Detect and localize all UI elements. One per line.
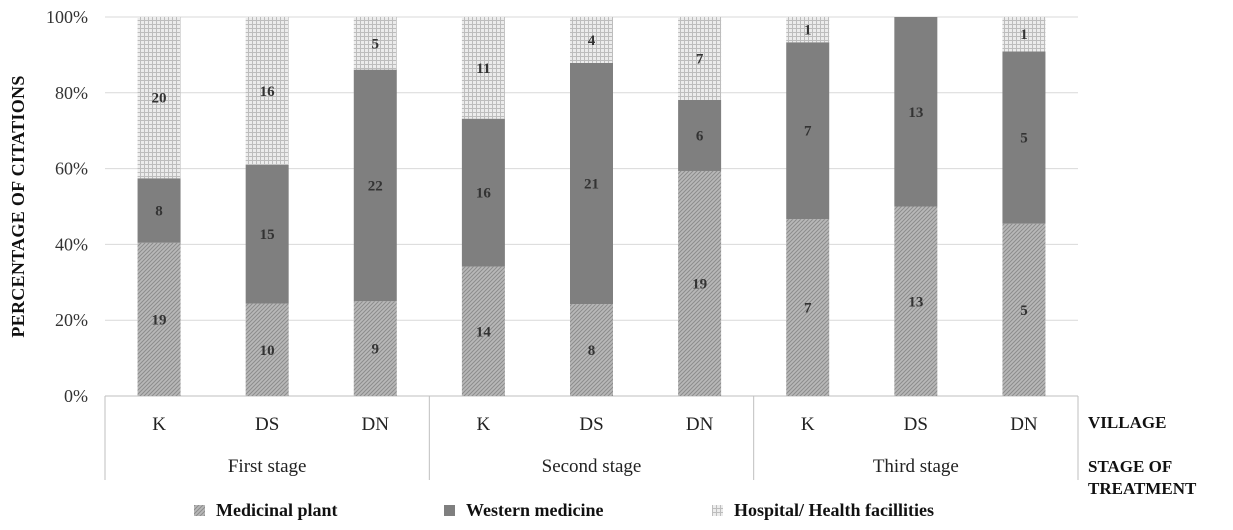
bar-value-label: 5	[372, 36, 380, 52]
group-label: Third stage	[873, 456, 959, 477]
bar-value-label: 4	[588, 33, 596, 49]
group-label: First stage	[228, 456, 307, 477]
bar-segment	[353, 69, 397, 302]
bar-segment	[786, 17, 830, 43]
bar-segment	[1002, 223, 1046, 396]
bar-segment	[461, 17, 505, 119]
legend-label: Hospital/ Health facillities	[734, 500, 934, 520]
bar-value-label: 1	[804, 23, 812, 39]
bar-segment	[786, 219, 830, 396]
legend-label: Medicinal plant	[216, 500, 338, 520]
group-label: Second stage	[542, 456, 642, 477]
bar-segment	[570, 17, 613, 63]
bar-segment	[1002, 17, 1046, 52]
category-label: DS	[904, 414, 928, 435]
y-tick-label: 0%	[64, 386, 88, 406]
bar-segment	[786, 42, 830, 220]
bar-value-label: 19	[692, 276, 707, 292]
bar-value-label: 7	[804, 124, 812, 140]
category-label: DS	[255, 414, 279, 435]
bar-value-label: 6	[696, 128, 704, 144]
legend-label: Western medicine	[466, 500, 603, 520]
y-tick-label: 60%	[55, 159, 88, 179]
bar-segment	[678, 17, 722, 100]
bar-value-label: 7	[804, 301, 812, 317]
bar-value-label: 20	[152, 91, 167, 107]
category-axis-title: VILLAGE	[1088, 413, 1166, 432]
bar-value-label: 8	[155, 204, 163, 220]
y-tick-label: 20%	[55, 310, 88, 330]
legend-swatch	[712, 505, 723, 516]
bar-value-label: 13	[908, 294, 923, 310]
bar-segment	[678, 99, 722, 171]
labels: 19 8 20 10 15 16 9 22 5 14 16 11 8 21 4 19 6 7 7 7 1 13 13 5 5 1	[152, 23, 1028, 359]
y-axis-title: PERCENTAGE OF CITATIONS	[8, 75, 28, 337]
bar-segment	[137, 178, 181, 243]
bar-segment	[245, 164, 289, 304]
bar-value-label: 16	[476, 186, 492, 202]
bar-segment	[245, 303, 289, 396]
bar-segment	[570, 304, 613, 396]
bar-value-label: 5	[1020, 131, 1028, 147]
bar-segment	[894, 206, 938, 396]
bar-segment	[353, 301, 397, 396]
axes: 0% 20% 40% 60% 80% 100% PERCENTAGE OF CITATION…	[8, 7, 1197, 498]
bar-segment	[570, 62, 613, 305]
bar-segment	[894, 17, 938, 207]
bar-segment	[678, 170, 722, 396]
category-label: DS	[579, 414, 603, 435]
bar-segment	[245, 17, 289, 165]
bar-value-label: 1	[1020, 27, 1028, 43]
bar-segment	[461, 266, 505, 396]
category-label: K	[152, 414, 166, 435]
bar-value-label: 11	[476, 61, 490, 77]
bar-value-label: 21	[584, 177, 599, 193]
bar-value-label: 16	[260, 84, 276, 100]
bar-value-label: 19	[152, 312, 167, 328]
bar-segment	[137, 17, 181, 179]
group-axis-title: STAGE OF	[1088, 457, 1172, 476]
category-label: K	[477, 414, 491, 435]
legend-swatch	[194, 505, 205, 516]
bar-value-label: 8	[588, 343, 596, 359]
bars	[137, 17, 1046, 396]
bar-value-label: 10	[260, 343, 275, 359]
bar-segment	[353, 17, 397, 70]
bar-value-label: 15	[260, 227, 275, 243]
y-tick-label: 40%	[55, 234, 88, 254]
bar-segment	[137, 242, 181, 396]
category-label: K	[801, 414, 815, 435]
bar-segment	[1002, 51, 1046, 224]
bar-value-label: 9	[372, 342, 380, 358]
bar-value-label: 7	[696, 51, 704, 67]
legend: Medicinal plant Western medicine Hospital/…	[194, 500, 934, 520]
bar-value-label: 13	[908, 105, 923, 121]
bar-segment	[461, 118, 505, 267]
legend-swatch	[444, 505, 455, 516]
y-tick-label: 80%	[55, 83, 88, 103]
category-label: DN	[362, 414, 390, 435]
category-label: DN	[1010, 414, 1038, 435]
bar-value-label: 22	[368, 178, 383, 194]
bar-value-label: 5	[1020, 303, 1028, 319]
bar-value-label: 14	[476, 324, 492, 340]
group-axis-title: TREATMENT	[1088, 479, 1197, 498]
y-tick-label: 100%	[46, 7, 88, 27]
category-label: DN	[686, 414, 714, 435]
